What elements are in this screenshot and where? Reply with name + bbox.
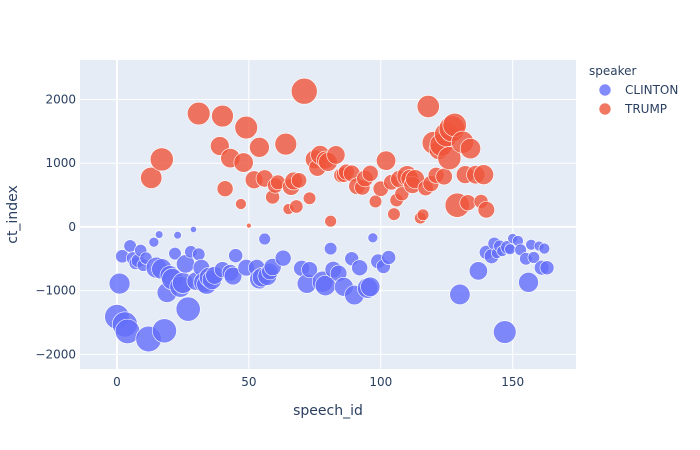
- data-point-clinton[interactable]: [381, 250, 397, 265]
- series-clinton: [104, 226, 555, 353]
- data-point-clinton[interactable]: [449, 283, 471, 305]
- data-point-clinton[interactable]: [189, 226, 197, 233]
- data-point-clinton[interactable]: [228, 248, 244, 263]
- y-tick-label: 2000: [45, 93, 76, 107]
- data-point-clinton[interactable]: [175, 296, 201, 322]
- legend-item-clinton[interactable]: CLINTON: [598, 83, 678, 97]
- data-point-clinton[interactable]: [274, 249, 292, 267]
- data-point-trump[interactable]: [435, 167, 453, 186]
- data-point-clinton[interactable]: [151, 318, 177, 344]
- legend-title: speaker: [589, 64, 637, 78]
- data-point-trump[interactable]: [233, 152, 254, 173]
- tick-labels: 0 50 100 150 −2000 −1000 0 1000 2000: [35, 93, 524, 389]
- data-point-clinton[interactable]: [493, 320, 517, 344]
- x-axis-title: speech_id: [293, 403, 363, 419]
- data-point-clinton[interactable]: [351, 259, 368, 277]
- data-point-trump[interactable]: [376, 150, 397, 171]
- data-points: [104, 77, 555, 353]
- data-point-clinton[interactable]: [148, 236, 160, 248]
- legend[interactable]: speaker CLINTON TRUMP: [589, 64, 678, 116]
- data-point-clinton[interactable]: [518, 272, 539, 293]
- data-point-trump[interactable]: [235, 198, 247, 210]
- x-tick-label: 0: [113, 375, 121, 389]
- data-point-clinton[interactable]: [223, 266, 243, 286]
- x-tick-label: 100: [369, 375, 392, 389]
- data-point-trump[interactable]: [289, 199, 304, 214]
- legend-marker: [598, 102, 612, 116]
- data-point-trump[interactable]: [187, 101, 211, 126]
- data-point-trump[interactable]: [324, 214, 337, 228]
- data-point-trump[interactable]: [302, 191, 317, 205]
- data-point-trump[interactable]: [416, 95, 440, 118]
- x-tick-label: 150: [501, 375, 524, 389]
- legend-label: CLINTON: [625, 83, 678, 97]
- data-point-clinton[interactable]: [468, 261, 488, 281]
- data-point-trump[interactable]: [437, 146, 462, 170]
- data-point-trump[interactable]: [246, 222, 252, 229]
- data-point-trump[interactable]: [326, 145, 346, 165]
- data-point-trump[interactable]: [473, 164, 494, 185]
- y-tick-label: 1000: [45, 156, 76, 170]
- y-tick-label: −1000: [35, 284, 76, 298]
- data-point-trump[interactable]: [216, 180, 234, 198]
- data-point-clinton[interactable]: [192, 247, 206, 261]
- data-point-trump[interactable]: [459, 194, 477, 212]
- data-point-trump[interactable]: [416, 208, 430, 222]
- data-point-clinton[interactable]: [360, 276, 381, 297]
- data-point-trump[interactable]: [149, 147, 174, 172]
- data-point-clinton[interactable]: [538, 242, 551, 255]
- y-axis-title: ct_index: [5, 185, 21, 244]
- data-point-clinton[interactable]: [324, 241, 338, 256]
- data-point-trump[interactable]: [234, 115, 258, 140]
- legend-item-trump[interactable]: TRUMP: [598, 102, 667, 116]
- data-point-trump[interactable]: [368, 194, 383, 209]
- data-point-trump[interactable]: [477, 201, 495, 219]
- data-point-clinton[interactable]: [539, 260, 555, 276]
- data-point-clinton[interactable]: [258, 232, 271, 246]
- data-point-trump[interactable]: [274, 132, 298, 156]
- data-point-clinton[interactable]: [527, 251, 540, 264]
- data-point-clinton[interactable]: [173, 231, 182, 240]
- data-point-trump[interactable]: [290, 77, 318, 105]
- data-point-clinton[interactable]: [154, 230, 164, 239]
- data-point-clinton[interactable]: [367, 232, 379, 244]
- data-point-clinton[interactable]: [108, 272, 131, 295]
- data-point-trump[interactable]: [387, 207, 401, 221]
- legend-items: CLINTON TRUMP: [598, 83, 678, 116]
- legend-label: TRUMP: [624, 102, 667, 116]
- data-point-clinton[interactable]: [504, 243, 516, 255]
- data-point-trump[interactable]: [140, 166, 163, 189]
- data-point-trump[interactable]: [249, 137, 270, 158]
- y-tick-label: 0: [68, 220, 76, 234]
- data-point-trump[interactable]: [361, 165, 379, 182]
- legend-marker: [598, 83, 612, 97]
- series-trump: [140, 77, 495, 229]
- x-tick-label: 50: [241, 375, 256, 389]
- data-point-trump[interactable]: [211, 104, 234, 128]
- data-point-trump[interactable]: [290, 172, 307, 189]
- y-tick-label: −2000: [35, 347, 76, 361]
- data-point-trump[interactable]: [459, 138, 481, 160]
- data-point-clinton[interactable]: [301, 261, 318, 278]
- data-point-clinton[interactable]: [168, 247, 182, 261]
